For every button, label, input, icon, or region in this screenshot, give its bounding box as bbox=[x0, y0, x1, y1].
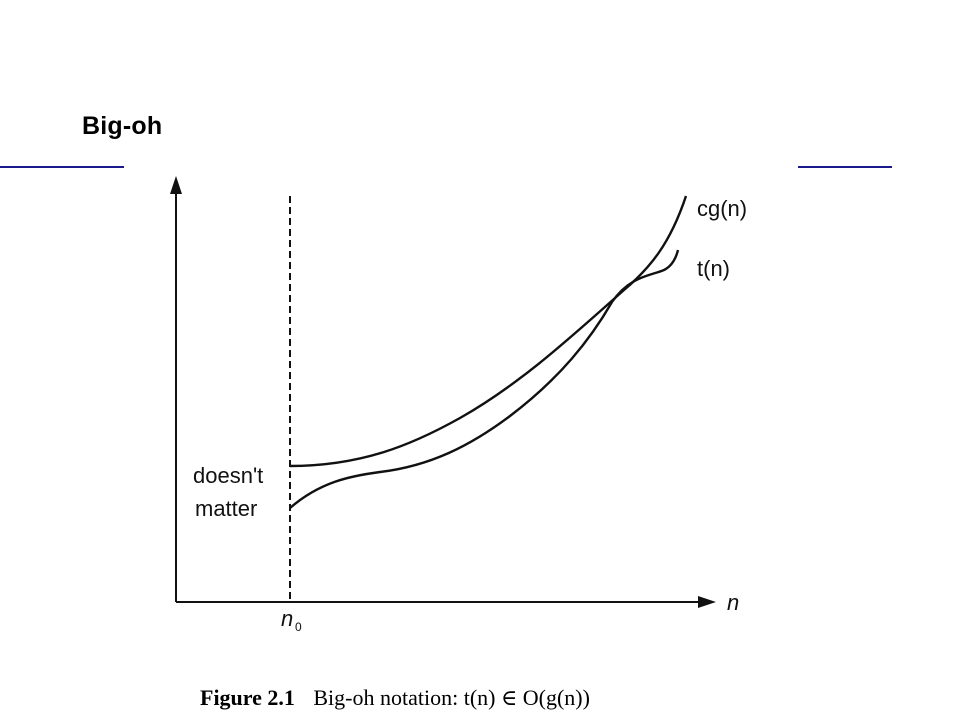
upper-curve bbox=[289, 195, 688, 468]
slide-title: Big-oh bbox=[82, 112, 163, 140]
caption-prefix: Figure 2.1 bbox=[200, 685, 295, 710]
lower-curve bbox=[289, 249, 680, 509]
title-rule-right bbox=[798, 166, 892, 168]
threshold-subscript: 0 bbox=[295, 620, 302, 634]
threshold-label: n bbox=[281, 606, 293, 631]
x-axis-arrowhead bbox=[698, 596, 716, 608]
x-axis-label: n bbox=[727, 590, 739, 615]
lower-curve-label: t(n) bbox=[697, 256, 730, 281]
caption-body: Big-oh notation: t(n) ∈ O(g(n)) bbox=[313, 685, 590, 710]
title-rule-left bbox=[0, 166, 124, 168]
region-label-line1: doesn't bbox=[193, 463, 263, 488]
y-axis-arrowhead bbox=[170, 176, 182, 194]
upper-curve-label: cg(n) bbox=[697, 196, 747, 221]
region-label-line2: matter bbox=[195, 496, 257, 521]
figure-caption: Figure 2.1 Big-oh notation: t(n) ∈ O(g(n… bbox=[200, 685, 590, 710]
